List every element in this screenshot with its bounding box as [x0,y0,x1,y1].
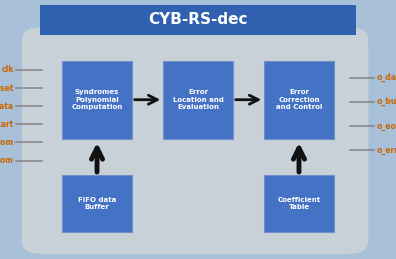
Text: o_data: o_data [376,73,396,82]
Text: i_bom: i_bom [0,138,14,147]
Text: CYB-RS-dec: CYB-RS-dec [148,12,248,27]
Text: o_error: o_error [376,146,396,155]
Text: Syndromes
Polynomial
Computation: Syndromes Polynomial Computation [71,89,123,110]
FancyBboxPatch shape [63,61,132,139]
Text: o_busy: o_busy [376,97,396,106]
Text: Error
Location and
Evaluation: Error Location and Evaluation [173,89,223,110]
FancyBboxPatch shape [265,61,333,139]
FancyBboxPatch shape [265,175,333,232]
Text: Error
Correction
and Control: Error Correction and Control [276,89,322,110]
FancyBboxPatch shape [164,61,233,139]
Text: Coefficient
Table: Coefficient Table [277,197,321,210]
FancyBboxPatch shape [22,27,368,254]
FancyBboxPatch shape [63,175,132,232]
Text: reset: reset [0,84,14,92]
Text: i_eom: i_eom [0,156,14,165]
FancyBboxPatch shape [40,5,356,35]
Text: o_eom: o_eom [376,121,396,131]
Text: i_start: i_start [0,120,14,129]
Text: i_data: i_data [0,102,14,111]
Text: FIFO data
Buffer: FIFO data Buffer [78,197,116,210]
Text: clk: clk [2,66,14,74]
